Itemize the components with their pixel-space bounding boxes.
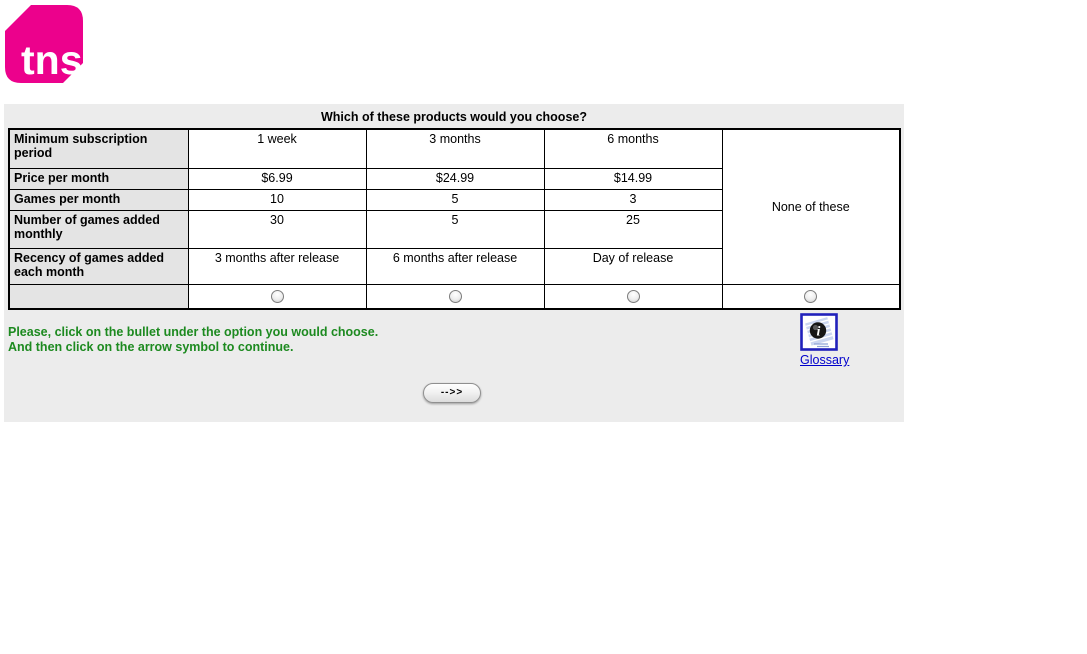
option3-recency: Day of release [543,247,723,285]
none-radio-cell [721,283,901,310]
row-label-games: Games per month [8,188,189,211]
option2-radio-cell [365,283,545,310]
option3-games-added: 25 [543,209,723,249]
option3-radio[interactable] [626,290,640,304]
none-of-these-radio[interactable] [804,290,818,304]
row-label-games-added: Number of games added monthly [8,209,189,249]
option2-min-subscription: 3 months [365,128,545,169]
option1-radio-cell [187,283,367,310]
tns-logo: tns [5,5,83,83]
row-label-recency: Recency of games added each month [8,247,189,285]
row-label-min-subscription: Minimum subscription period [8,128,189,169]
glossary-info-icon[interactable]: i [800,313,838,351]
row-label-price: Price per month [8,167,189,190]
option3-price: $14.99 [543,167,723,190]
instructions: Please, click on the bullet under the op… [8,325,378,355]
glossary-block: i Glossary [800,313,860,369]
option1-price: $6.99 [187,167,367,190]
product-comparison-table: Minimum subscription period 1 week 3 mon… [8,128,901,310]
instruction-line-2: And then click on the arrow symbol to co… [8,340,294,354]
option3-min-subscription: 6 months [543,128,723,169]
question-title: Which of these products would you choose… [321,110,587,124]
none-of-these-label: None of these [721,128,901,285]
option1-games: 10 [187,188,367,211]
option1-recency: 3 months after release [187,247,367,285]
radio-row [8,283,901,310]
option2-radio[interactable] [448,290,462,304]
continue-button[interactable]: -->> [423,383,481,403]
option3-radio-cell [543,283,723,310]
option2-games-added: 5 [365,209,545,249]
radio-row-empty-label [8,283,189,310]
instruction-line-1: Please, click on the bullet under the op… [8,325,379,339]
tns-logo-icon: tns [5,5,83,83]
table-row: Recency of games added each month 3 mont… [8,247,900,285]
table-row: Minimum subscription period 1 week 3 mon… [8,128,901,285]
survey-panel: Which of these products would you choose… [4,104,904,422]
option2-price: $24.99 [365,167,545,190]
option2-recency: 6 months after release [365,247,545,285]
option3-games: 3 [543,188,723,211]
option1-radio[interactable] [270,290,284,304]
tns-logo-text: tns [21,37,83,83]
option1-games-added: 30 [187,209,367,249]
glossary-link[interactable]: Glossary [800,353,850,367]
table-row: Price per month $6.99 $24.99 $14.99 [8,167,900,190]
svg-text:i: i [817,325,821,340]
option1-min-subscription: 1 week [187,128,367,169]
option2-games: 5 [365,188,545,211]
